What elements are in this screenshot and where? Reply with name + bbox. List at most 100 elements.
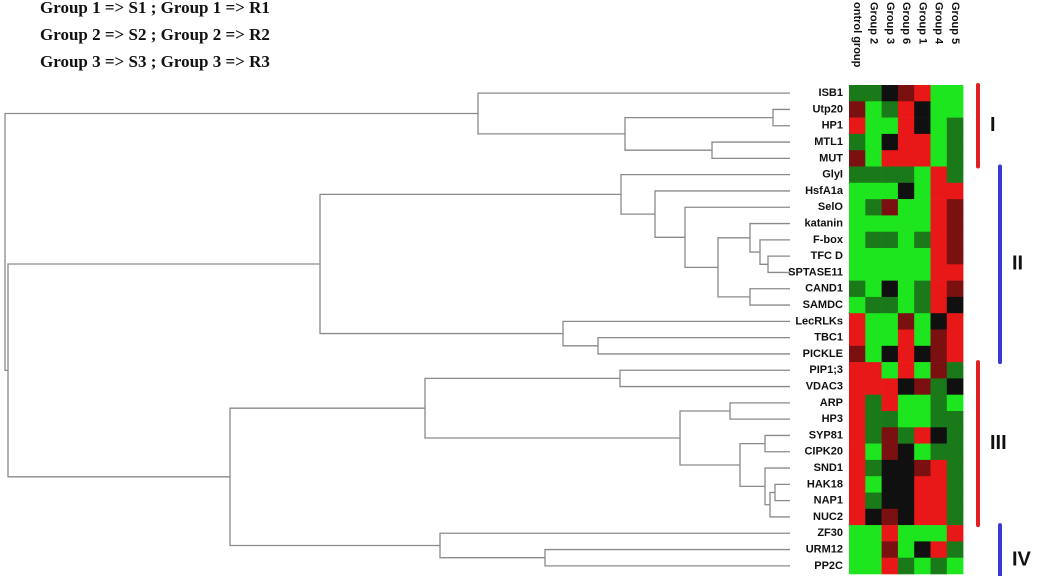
heatmap-cell (865, 313, 882, 330)
column-label: Group 2 (868, 2, 880, 44)
heatmap-cell (930, 362, 948, 379)
heatmap-cell (914, 117, 931, 135)
heatmap-cell (897, 166, 915, 184)
heatmap-cell (914, 101, 931, 118)
heatmap-cell (946, 215, 964, 232)
heatmap-cell (865, 362, 882, 379)
heatmap-cell (930, 525, 948, 542)
heatmap-cell (881, 362, 899, 379)
heatmap-cell (930, 133, 948, 151)
heatmap-cell (849, 459, 866, 477)
heatmap-cell (881, 264, 899, 281)
dendrogram-branch (424, 377, 680, 439)
heatmap-cell (881, 557, 899, 575)
heatmap-cell (946, 378, 964, 395)
dendrogram-branch (739, 442, 765, 488)
heatmap-cell (930, 101, 948, 118)
heatmap-cell (897, 150, 915, 167)
heatmap-cell (914, 296, 931, 314)
heatmap-cell (881, 345, 899, 363)
heatmap-cell (946, 85, 964, 102)
heatmap-cell (914, 280, 931, 298)
heatmap-cell (946, 231, 964, 249)
heatmap-cell (897, 117, 915, 135)
heatmap-cell (865, 150, 882, 167)
heatmap-cell (946, 101, 964, 118)
heatmap-cell (897, 508, 915, 526)
heatmap-cell (930, 85, 948, 102)
heatmap-cell (946, 394, 964, 412)
heatmap-cell (849, 280, 866, 298)
heatmap-cell (881, 541, 899, 558)
heatmap-cell (946, 345, 964, 363)
heatmap-cell (865, 296, 882, 314)
heatmap-cell (881, 459, 899, 477)
dendrogram-branch (729, 402, 790, 420)
heatmap-cell (930, 476, 948, 493)
dendrogram-branch (562, 320, 790, 347)
heatmap-cell (881, 427, 899, 444)
gene-label: ARP (820, 397, 843, 409)
cluster-label: I (990, 114, 996, 136)
dendrogram-branch (717, 237, 750, 298)
heatmap-cell (849, 199, 866, 216)
dendrogram-branch (769, 491, 790, 518)
column-label: Group 6 (900, 2, 912, 44)
heatmap-cell (849, 492, 866, 510)
heatmap-cell (849, 508, 866, 526)
heatmap-cell (865, 85, 882, 102)
heatmap-cell (897, 280, 915, 298)
gene-label: CAND1 (805, 283, 843, 295)
gene-label: HAK18 (807, 478, 843, 490)
heatmap-cell (865, 182, 882, 200)
heatmap-cell (849, 231, 866, 249)
heatmap-cell (897, 296, 915, 314)
heatmap-cell (897, 199, 915, 216)
heatmap-cell (849, 264, 866, 281)
dendrogram-branch (774, 483, 790, 502)
heatmap-cell (881, 215, 899, 232)
heatmap-cell (930, 117, 948, 135)
heatmap-cell (897, 378, 915, 395)
heatmap-cell (897, 443, 915, 461)
header-line: Group 1 => S1 ; Group 1 => R1 (40, 0, 270, 17)
gene-label: MTL1 (814, 136, 843, 148)
heatmap-cell (930, 459, 948, 477)
heatmap-cell (865, 541, 882, 558)
heatmap-cell (881, 231, 899, 249)
cluster-label: II (1012, 253, 1023, 275)
heatmap-cell (865, 280, 882, 298)
heatmap-cell (914, 541, 931, 558)
heatmap-cell (946, 362, 964, 379)
heatmap-cell (946, 443, 964, 461)
heatmap-cell (914, 459, 931, 477)
column-label: Group 5 (949, 2, 961, 44)
heatmap-cell (849, 313, 866, 330)
heatmap-cell (930, 280, 948, 298)
dendrogram-branch (767, 255, 790, 274)
cluster-label: IV (1012, 548, 1032, 570)
heatmap-cell (914, 248, 931, 265)
heatmap-cell (946, 133, 964, 151)
column-label: Group 4 (933, 2, 945, 45)
heatmap-cell (897, 476, 915, 493)
heatmap-cell (849, 476, 866, 493)
heatmap-cell (914, 411, 931, 428)
heatmap-cell (849, 427, 866, 444)
dendrogram-branch (544, 548, 790, 567)
gene-label: ISB1 (819, 87, 843, 99)
dendrogram-branch (711, 141, 790, 159)
heatmap-cell (849, 117, 866, 135)
heatmap-cell (897, 525, 915, 542)
heatmap-cell (881, 394, 899, 412)
heatmap-cell (914, 557, 931, 575)
heatmap-cell (946, 329, 964, 347)
gene-label: TBC1 (814, 332, 843, 344)
gene-label: TFC D (811, 250, 843, 262)
heatmap-cell (930, 199, 948, 216)
dendrogram-branch (319, 193, 621, 335)
gene-label: SAMDC (803, 299, 843, 311)
heatmap-cell (881, 199, 899, 216)
dendrogram-branch (654, 190, 790, 238)
